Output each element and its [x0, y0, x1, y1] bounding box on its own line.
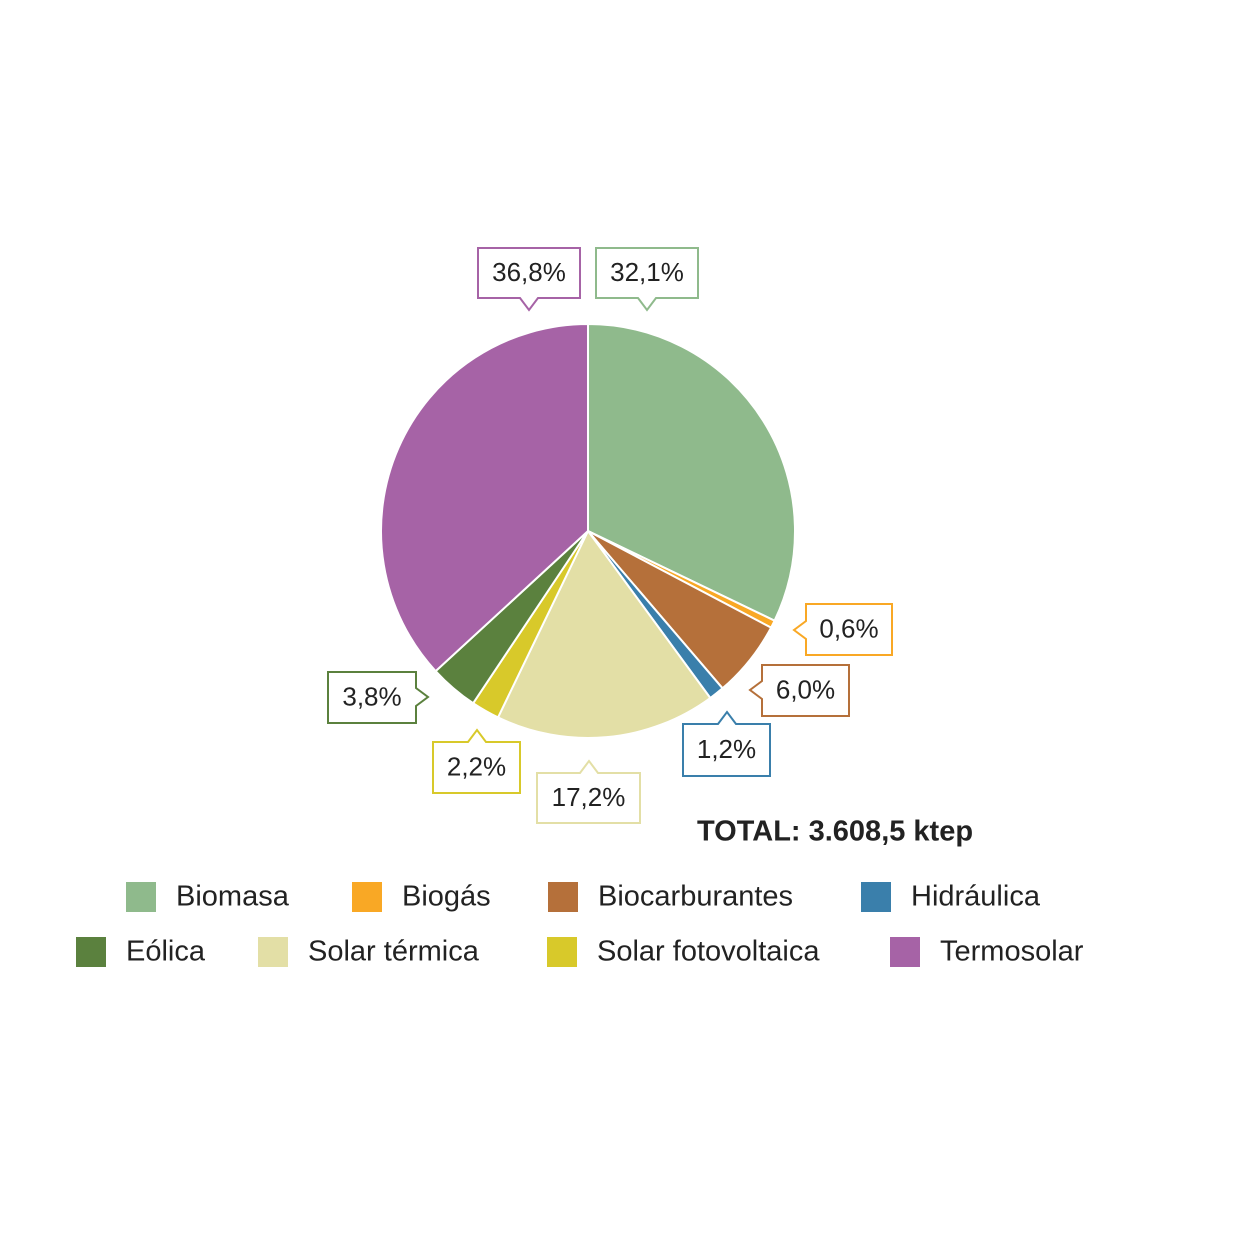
- legend-swatch: [861, 882, 891, 912]
- value-label: 17,2%: [552, 782, 626, 812]
- callout-box: [748, 664, 850, 717]
- legend-swatch: [258, 937, 288, 967]
- legend-label: Eólica: [126, 936, 206, 968]
- value-label: 1,2%: [697, 734, 756, 764]
- callout-box: [432, 728, 521, 794]
- callout-box: [327, 671, 430, 724]
- callout-box: [536, 759, 641, 824]
- value-label: 6,0%: [776, 674, 835, 704]
- legend-label: Solar térmica: [308, 936, 480, 968]
- legend-label: Solar fotovoltaica: [597, 936, 820, 968]
- value-label: 36,8%: [492, 257, 566, 287]
- pie-slice: [587, 322, 796, 623]
- legend-label: Biogás: [402, 881, 491, 913]
- legend-swatch: [76, 937, 106, 967]
- value-label: 3,8%: [342, 681, 401, 711]
- callout-box: [595, 247, 699, 312]
- callout-box: [682, 710, 771, 777]
- pie-slice: [380, 322, 589, 673]
- value-label: 2,2%: [447, 751, 506, 781]
- pie-slice: [496, 529, 712, 739]
- legend-swatch: [352, 882, 382, 912]
- legend-label: Hidráulica: [911, 881, 1041, 913]
- callout-box: [477, 247, 581, 312]
- total-annotation: TOTAL: 3.608,5 ktep: [697, 816, 973, 848]
- legend-label: Biocarburantes: [598, 881, 793, 913]
- callout-box: [792, 603, 893, 656]
- legend-label: Biomasa: [176, 881, 290, 913]
- legend-swatch: [890, 937, 920, 967]
- value-label: 0,6%: [819, 613, 878, 643]
- legend-label: Termosolar: [940, 936, 1084, 968]
- value-label: 32,1%: [610, 257, 684, 287]
- legend-swatch: [548, 882, 578, 912]
- legend-swatch: [126, 882, 156, 912]
- legend-swatch: [547, 937, 577, 967]
